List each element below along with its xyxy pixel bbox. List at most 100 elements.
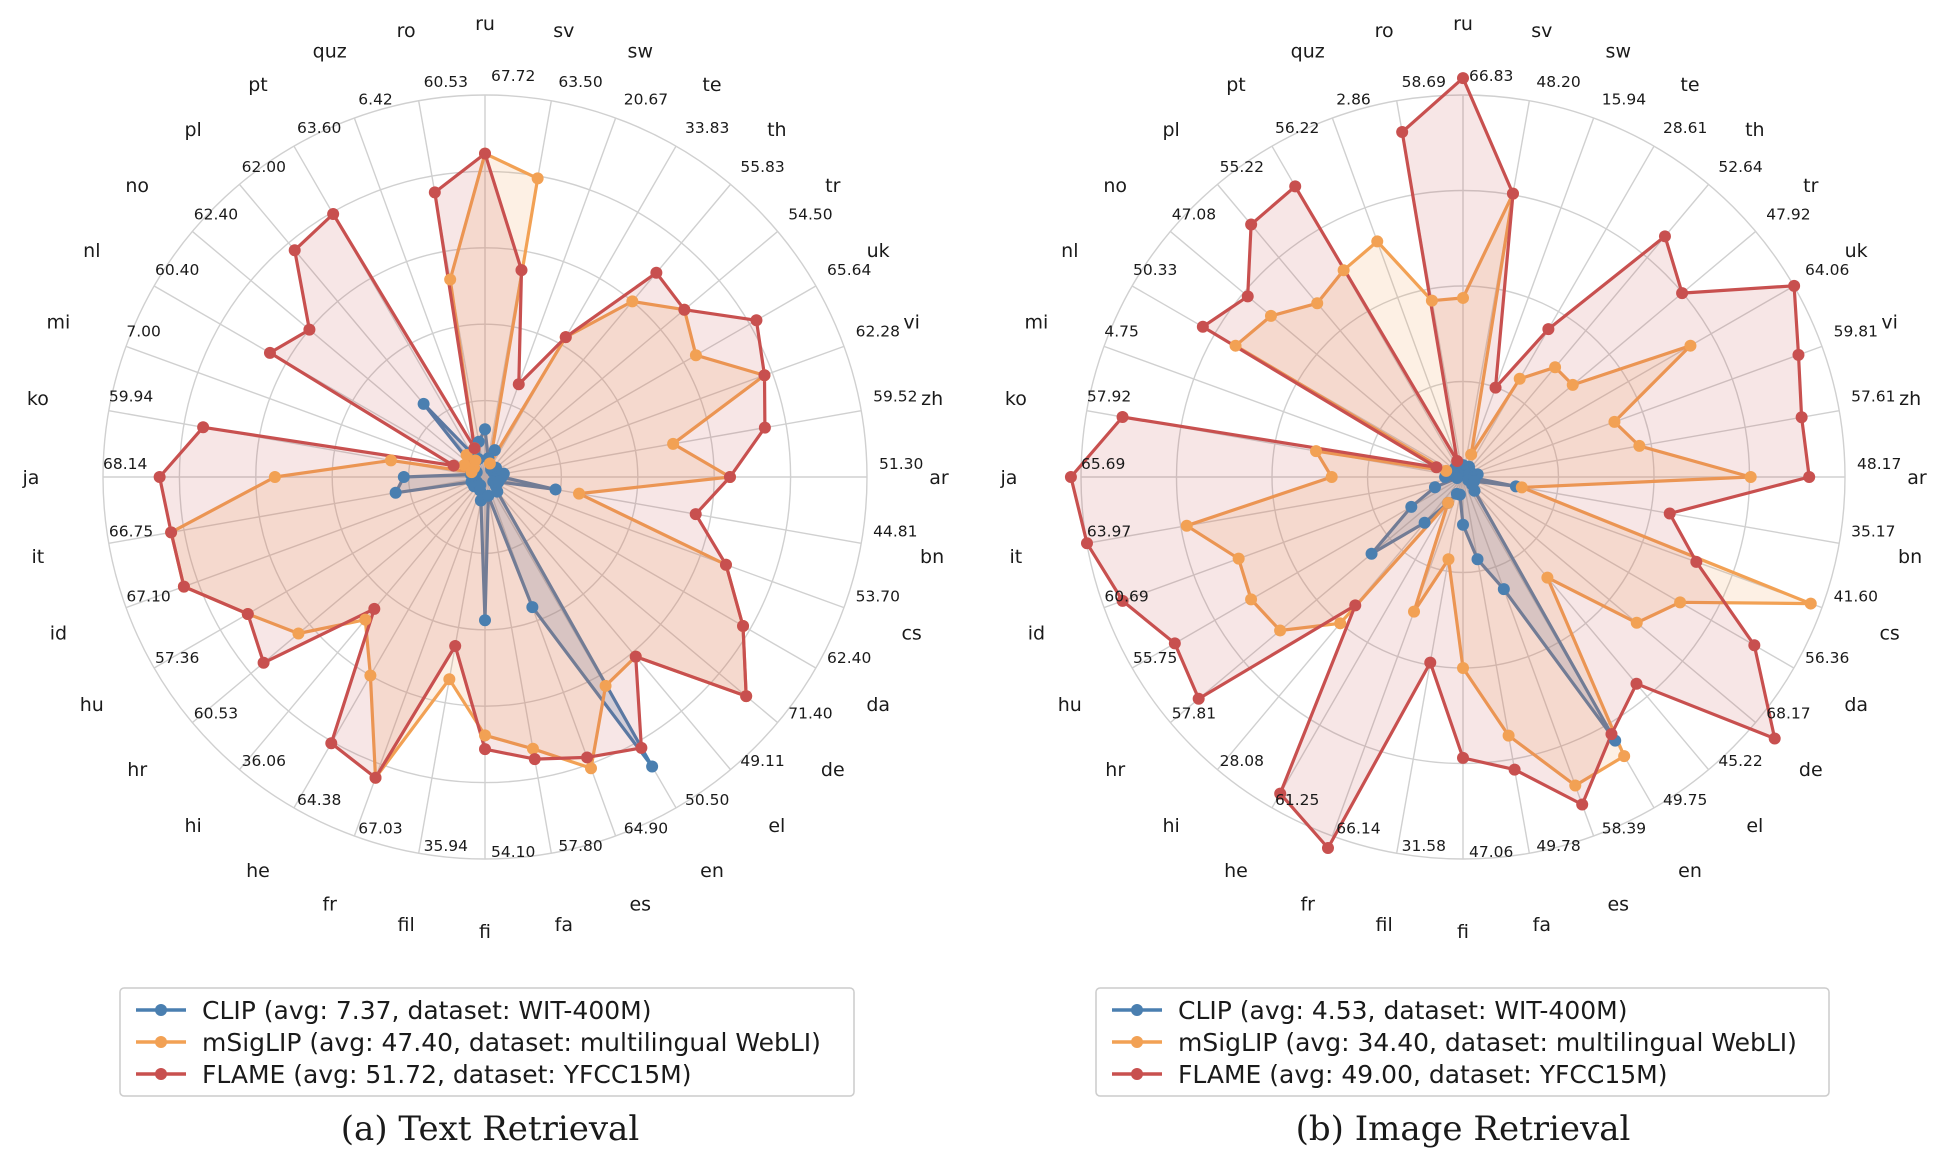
category-label-id: id <box>1028 622 1045 644</box>
flame-point-sw <box>512 378 525 391</box>
flame-point-quz <box>468 442 481 455</box>
radar-chart-2: 48.17 57.61 59.81 64.06 47.92 52.64 28.61 15.94… <box>1000 13 1927 943</box>
value-label-pt: 63.60 <box>297 119 341 137</box>
grid-spoke <box>1462 409 1840 478</box>
flame-point-nl <box>1196 320 1209 333</box>
value-label-ro: 58.69 <box>1402 73 1446 91</box>
grid-spoke <box>1462 476 1595 837</box>
flame-point-ro <box>428 186 441 199</box>
clip-point-ru <box>479 423 491 436</box>
category-label-pl: pl <box>1163 119 1180 141</box>
category-label-ro: ro <box>1375 20 1394 42</box>
value-label-quz: 6.42 <box>358 90 393 108</box>
msiglip-point-it <box>1180 519 1193 532</box>
flame-point-pl <box>1245 218 1258 231</box>
value-label-ru: 67.72 <box>491 67 535 85</box>
flame-point-fr <box>1321 841 1334 854</box>
category-label-zh: zh <box>921 388 943 410</box>
clip-point-es <box>526 601 539 614</box>
legend: CLIP (avg: 4.53, dataset: WIT-400M) mSigL… <box>1095 987 1830 1097</box>
flame-point-hr <box>257 656 270 669</box>
clip-point-it <box>389 486 402 499</box>
value-label-fi: 47.06 <box>1469 843 1513 861</box>
value-label-he: 61.25 <box>1275 791 1319 809</box>
category-label-da: da <box>1844 694 1868 716</box>
clip-point-hi <box>1418 516 1431 529</box>
flame-point-id <box>1116 594 1129 607</box>
value-label-ar: 51.30 <box>879 455 923 473</box>
grid-spoke <box>1331 476 1464 837</box>
msiglip-legend-marker <box>1131 1036 1143 1048</box>
legend-box <box>1095 987 1830 1097</box>
clip-legend-marker <box>155 1004 167 1016</box>
grid-spoke <box>484 476 553 854</box>
value-label-sw: 15.94 <box>1602 90 1646 108</box>
clip-point-ja <box>397 471 410 483</box>
flame-legend-marker <box>155 1068 167 1080</box>
flame-point-fi <box>1457 751 1469 764</box>
msiglip-point-hr <box>1274 624 1287 637</box>
msiglip-point-da <box>1674 596 1687 609</box>
flame-point-id <box>177 580 190 593</box>
grid-spoke <box>484 476 845 609</box>
value-label-ru: 66.83 <box>1469 67 1513 85</box>
flame-point-hr <box>1192 692 1205 705</box>
category-label-en: en <box>700 860 724 882</box>
clip-point-es <box>1497 583 1510 596</box>
flame-point-pl <box>288 244 301 257</box>
category-label-quz: quz <box>1291 40 1325 62</box>
category-label-hr: hr <box>127 759 147 781</box>
grid-spoke <box>1462 476 1757 724</box>
value-label-es: 64.90 <box>624 820 668 838</box>
flame-point-he <box>1274 787 1287 800</box>
category-label-no: no <box>1103 175 1127 197</box>
grid-spoke <box>484 476 617 837</box>
value-label-el: 45.22 <box>1718 752 1762 770</box>
msiglip-point-ar <box>1744 471 1757 483</box>
msiglip-point-no <box>1264 309 1277 322</box>
value-label-mi: 7.00 <box>126 322 161 340</box>
value-label-pl: 62.00 <box>242 158 286 176</box>
flame-point-mi <box>447 459 460 472</box>
msiglip-point-cs <box>1804 597 1817 610</box>
category-label-it: it <box>1010 546 1023 568</box>
flame-legend-label: FLAME (avg: 49.00, dataset: YFCC15M) <box>1178 1060 1667 1089</box>
category-label-hi: hi <box>185 815 202 837</box>
value-label-hu: 55.75 <box>1133 649 1177 667</box>
value-label-en: 49.75 <box>1663 791 1707 809</box>
flame-point-es <box>1576 798 1589 811</box>
category-label-th: th <box>767 119 787 141</box>
category-label-te: te <box>1680 74 1699 96</box>
category-label-quz: quz <box>313 40 347 62</box>
value-label-he: 64.38 <box>297 791 341 809</box>
category-label-fr: fr <box>322 894 337 916</box>
flame-point-bn <box>689 508 702 521</box>
clip-point-cs <box>1468 475 1481 488</box>
value-label-nl: 60.40 <box>155 261 199 279</box>
category-label-vi: vi <box>1881 312 1898 334</box>
value-label-es: 58.39 <box>1602 820 1646 838</box>
category-label-el: el <box>1746 815 1763 837</box>
msiglip-point-hi <box>1334 617 1347 630</box>
clip-point-cs <box>492 475 505 488</box>
msiglip-point-he <box>364 669 377 682</box>
msiglip-point-ro <box>444 273 457 286</box>
clip-point-hr <box>1365 547 1378 560</box>
msiglip-point-bn <box>573 487 586 500</box>
category-label-bn: bn <box>1898 546 1922 568</box>
value-label-tr: 47.92 <box>1766 206 1810 224</box>
category-label-nl: nl <box>83 240 100 262</box>
grid-spoke <box>1462 476 1531 854</box>
flame-point-zh <box>1795 411 1808 424</box>
msiglip-point-zh <box>667 437 680 450</box>
flame-point-quz <box>1451 454 1464 467</box>
clip-point-fi <box>1457 518 1469 531</box>
value-label-de: 68.17 <box>1766 704 1810 722</box>
value-label-fa: 49.78 <box>1536 837 1580 855</box>
grid-spoke <box>484 476 732 771</box>
flame-point-de <box>740 690 753 703</box>
flame-point-it <box>165 526 178 539</box>
flame-point-fi <box>479 743 491 756</box>
flame-point-cs <box>1690 555 1703 568</box>
